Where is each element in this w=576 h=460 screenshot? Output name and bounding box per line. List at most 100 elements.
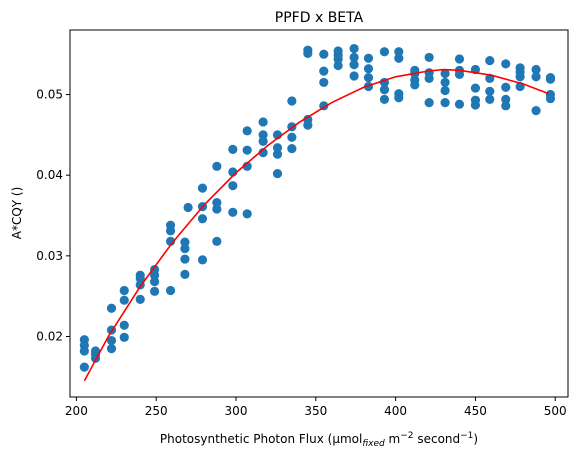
data-point xyxy=(272,143,283,153)
x-tick-label: 450 xyxy=(464,404,487,418)
data-point xyxy=(363,72,374,83)
data-point xyxy=(363,64,374,74)
data-point xyxy=(349,43,359,54)
data-point xyxy=(470,83,481,93)
x-tick-label: 300 xyxy=(225,404,248,418)
data-point xyxy=(197,214,208,224)
data-point xyxy=(349,71,359,81)
data-point xyxy=(228,181,238,191)
data-point xyxy=(379,85,390,95)
data-point xyxy=(515,72,525,82)
data-point xyxy=(242,209,252,219)
data-point xyxy=(363,53,374,63)
data-point xyxy=(258,148,268,158)
data-point xyxy=(287,132,297,142)
x-label-suffix: second xyxy=(414,432,461,446)
data-point xyxy=(454,54,465,64)
x-label-prefix: Photosynthetic Photon Flux (μmol xyxy=(160,432,362,446)
data-point xyxy=(485,86,495,96)
x-tick-label: 250 xyxy=(145,404,168,418)
y-tick-label: 0.03 xyxy=(36,249,63,263)
data-point xyxy=(531,64,541,75)
x-tick-label: 200 xyxy=(65,404,88,418)
y-axis: 0.02 0.03 0.04 0.05 xyxy=(36,88,70,344)
data-point xyxy=(79,362,89,372)
x-label-subscript: fixed xyxy=(362,439,385,449)
plot-area xyxy=(70,30,568,397)
data-point xyxy=(424,52,434,63)
y-axis-label: A*CQY () xyxy=(10,187,24,240)
x-tick-label: 500 xyxy=(544,404,567,418)
data-point xyxy=(287,96,297,106)
data-point xyxy=(197,183,208,193)
data-point xyxy=(165,226,176,236)
data-point xyxy=(440,68,450,79)
data-point xyxy=(165,285,176,296)
data-point xyxy=(440,85,450,96)
data-point xyxy=(287,143,297,154)
data-point xyxy=(228,144,238,154)
data-point xyxy=(545,74,556,84)
data-point xyxy=(272,149,283,159)
y-tick-label: 0.05 xyxy=(36,88,63,102)
data-point xyxy=(106,303,117,313)
data-point xyxy=(180,269,190,279)
data-point xyxy=(410,80,420,90)
data-point xyxy=(228,207,238,217)
data-point xyxy=(440,97,450,108)
data-point xyxy=(180,254,190,264)
data-point xyxy=(501,59,511,69)
data-point xyxy=(349,60,359,70)
x-label-close: ) xyxy=(473,432,478,446)
fit-line xyxy=(83,68,550,382)
data-point xyxy=(258,130,268,140)
data-point xyxy=(454,69,465,79)
data-point xyxy=(440,77,450,88)
data-point xyxy=(501,101,511,111)
data-point xyxy=(319,66,329,76)
data-point xyxy=(454,99,465,109)
data-point xyxy=(212,204,222,214)
data-point xyxy=(180,243,190,254)
y-tick-label: 0.02 xyxy=(36,330,63,344)
y-tick-label: 0.04 xyxy=(36,168,63,182)
data-point xyxy=(149,270,160,280)
data-point xyxy=(212,161,222,171)
data-point xyxy=(106,344,117,354)
x-tick-label: 350 xyxy=(304,404,327,418)
plot-frame xyxy=(69,29,569,398)
data-point xyxy=(258,136,268,146)
data-point xyxy=(149,286,160,296)
x-label-middle: m xyxy=(385,432,401,446)
data-point xyxy=(531,106,541,116)
data-point xyxy=(501,94,511,104)
data-point xyxy=(501,82,511,92)
data-point xyxy=(119,332,129,342)
data-point xyxy=(135,294,145,305)
x-label-sup2: −1 xyxy=(460,431,473,441)
data-point xyxy=(242,161,252,171)
data-point xyxy=(424,97,434,108)
data-point xyxy=(424,73,434,83)
data-point xyxy=(212,236,222,246)
x-axis: 200 250 300 350 400 450 500 xyxy=(65,397,567,418)
data-point xyxy=(545,93,556,104)
data-point xyxy=(485,94,495,104)
data-point xyxy=(183,202,193,213)
data-point xyxy=(165,236,176,246)
scatter-series xyxy=(79,43,556,372)
data-point xyxy=(242,126,252,136)
data-point xyxy=(531,72,541,82)
data-point xyxy=(485,56,495,66)
data-point xyxy=(394,47,404,57)
data-point xyxy=(212,198,222,208)
data-point xyxy=(79,346,89,356)
data-point xyxy=(319,49,329,59)
data-point xyxy=(119,295,129,305)
x-tick-label: 400 xyxy=(384,404,407,418)
data-point xyxy=(135,273,145,284)
chart-title: PPFD x BETA xyxy=(275,10,364,26)
data-point xyxy=(119,320,129,330)
data-point xyxy=(319,77,329,88)
